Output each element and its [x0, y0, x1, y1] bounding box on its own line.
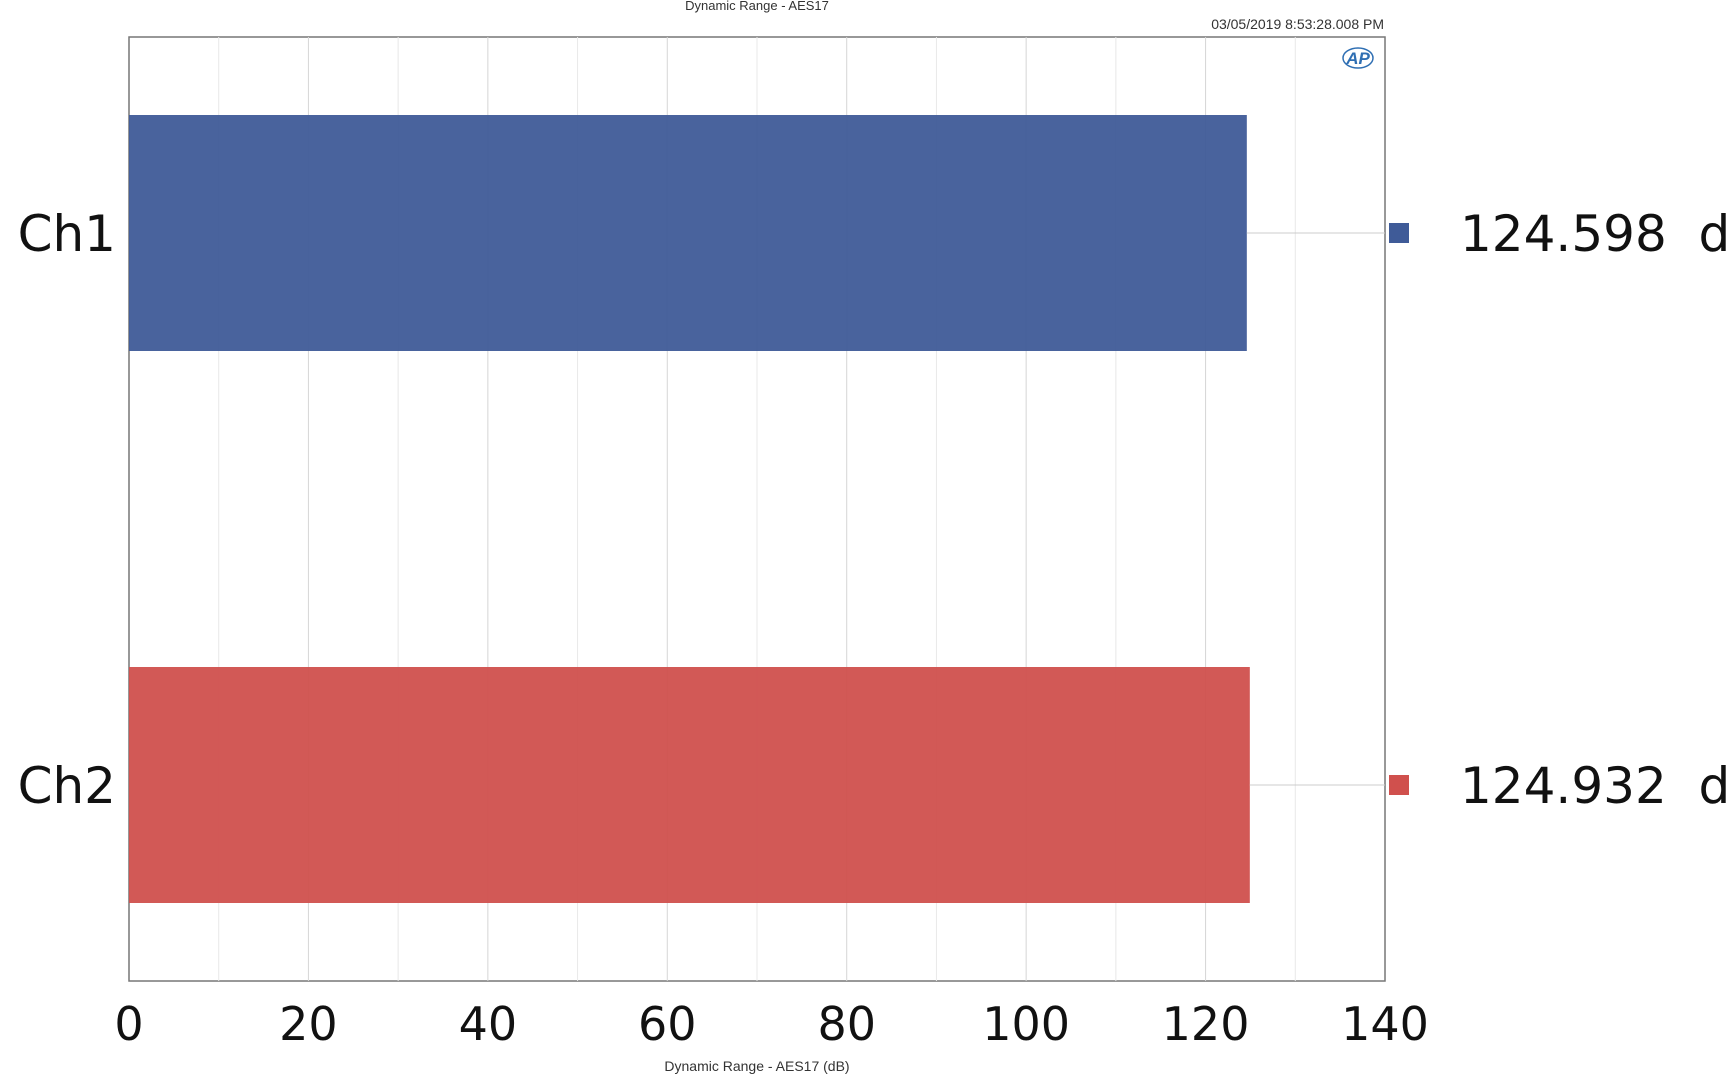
bars-group [129, 115, 1385, 903]
x-tick-label: 100 [982, 997, 1070, 1051]
x-tick-label: 80 [817, 997, 876, 1051]
legend-swatch-ch2 [1389, 775, 1409, 795]
x-tick-label: 20 [279, 997, 338, 1051]
category-label-ch1: Ch1 [18, 205, 116, 263]
value-legend: 124.598 dB 124.932 dB [1389, 205, 1730, 815]
x-tick-label: 40 [459, 997, 518, 1051]
x-tick-label: 0 [114, 997, 143, 1051]
bar-ch2 [129, 667, 1250, 903]
x-tick-label: 140 [1341, 997, 1429, 1051]
x-tick-label: 120 [1162, 997, 1250, 1051]
value-label-ch2: 124.932 dB [1460, 757, 1730, 815]
x-tick-label: 60 [638, 997, 697, 1051]
x-axis-label: Dynamic Range - AES17 (dB) [664, 1058, 849, 1074]
value-label-ch1: 124.598 dB [1460, 205, 1730, 263]
bar-ch1 [129, 115, 1247, 351]
chart-title: Dynamic Range - AES17 [685, 0, 829, 13]
category-label-ch2: Ch2 [18, 757, 116, 815]
timestamp: 03/05/2019 8:53:28.008 PM [1211, 16, 1384, 32]
ap-logo: AP [1342, 47, 1374, 69]
legend-swatch-ch1 [1389, 223, 1409, 243]
category-labels: Ch1 Ch2 [18, 205, 116, 815]
x-tick-labels: 0 20 40 60 80 100 120 140 [114, 997, 1429, 1051]
ap-logo-text: AP [1345, 49, 1370, 68]
